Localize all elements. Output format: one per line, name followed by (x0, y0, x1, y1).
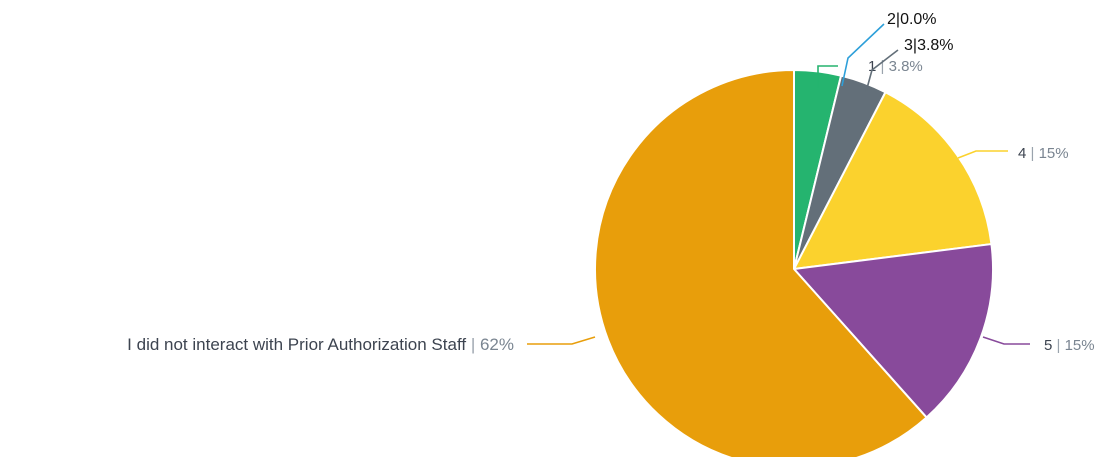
leader-line-2 (841, 23, 885, 87)
pie-slice-5 (793, 243, 994, 419)
slice-label-3: 3|3.8% (904, 37, 954, 54)
leader-line-5 (982, 336, 1030, 345)
pie-slices (594, 69, 994, 457)
slice-label-4: 4 | 15% (1018, 145, 1069, 162)
pie-labels: 1 | 3.8% 2|0.0% 3|3.8% 4 | 15% 5 | 15% I did … (127, 11, 1094, 354)
slice-label-did-not-interact: I did not interact with Prior Authorizat… (127, 335, 514, 354)
leader-line-did-not-interact (527, 336, 596, 345)
leader-line-4 (957, 150, 1008, 159)
slice-label-5: 5 | 15% (1044, 337, 1095, 354)
pie-slice-did-not-interact (594, 69, 928, 457)
leader-line-1 (817, 65, 838, 88)
leader-line-3 (865, 49, 899, 93)
slice-label-1: 1 | 3.8% (868, 58, 923, 75)
slice-label-2: 2|0.0% (887, 11, 937, 28)
pie-slice-4 (793, 91, 993, 270)
